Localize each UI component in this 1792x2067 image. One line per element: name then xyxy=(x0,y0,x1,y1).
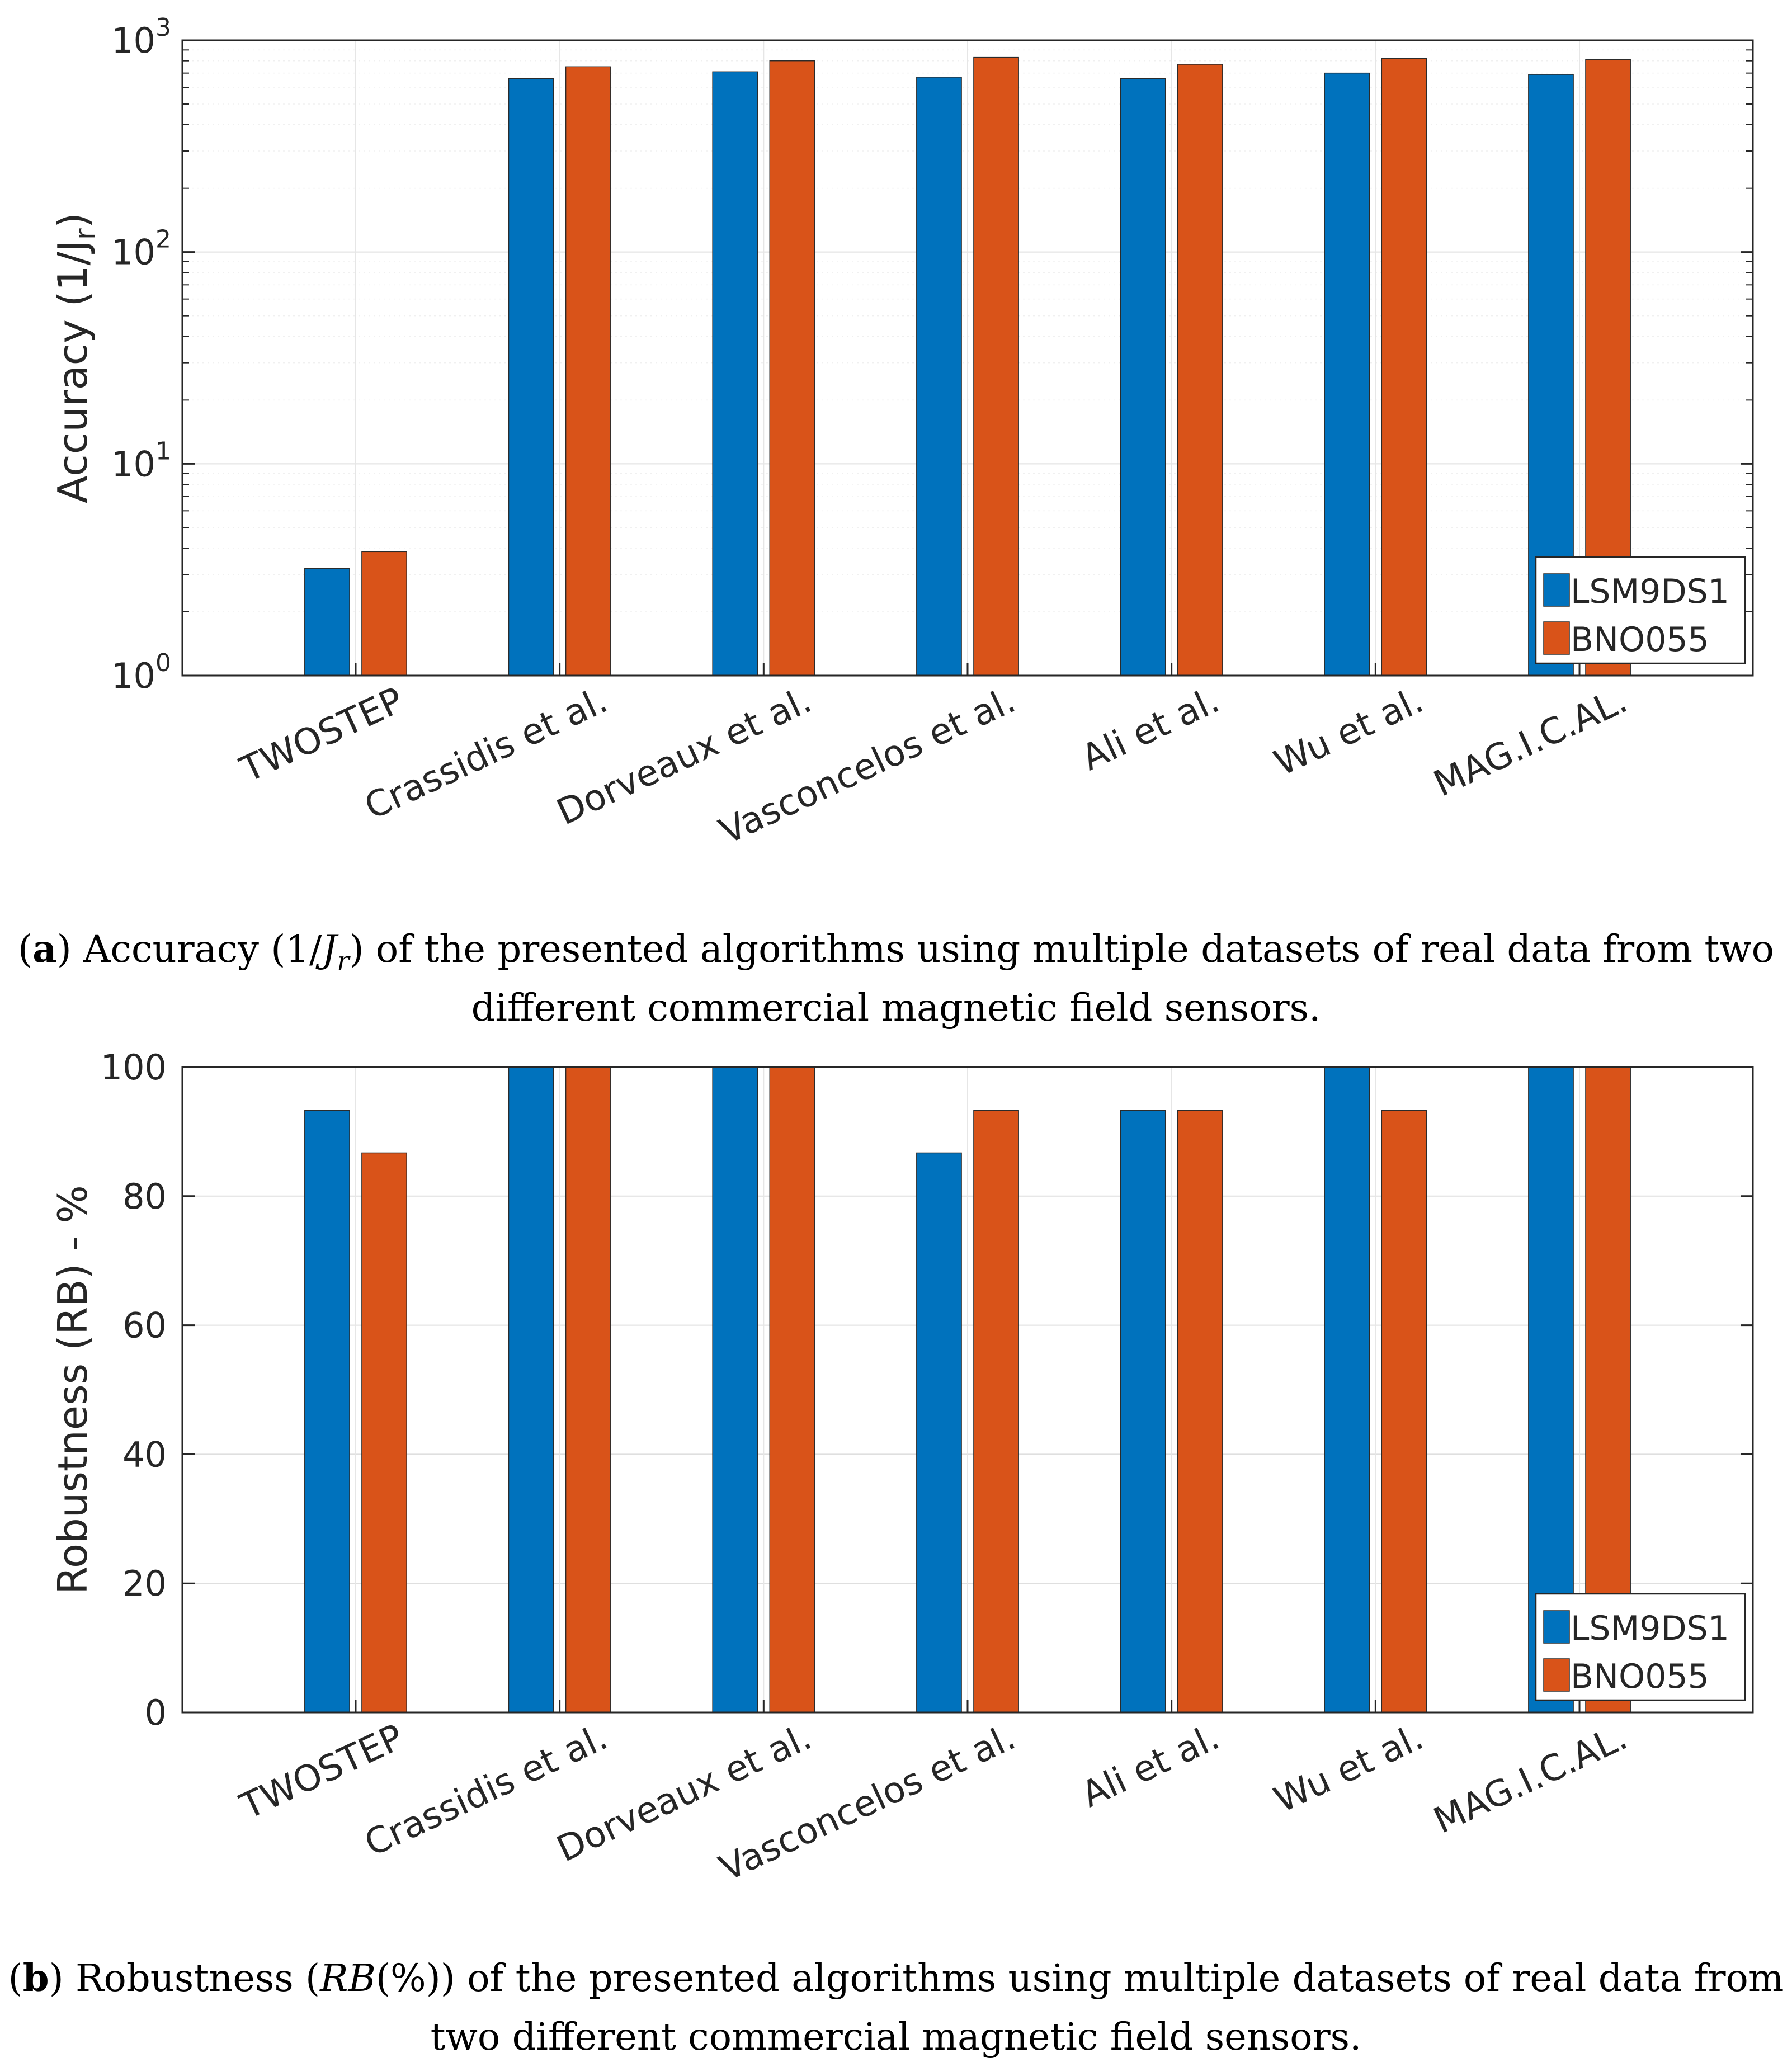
bar-lsm9ds1-1 xyxy=(508,1066,554,1713)
bar-lsm9ds1-2 xyxy=(712,71,758,676)
accuracy-legend: LSM9DS1 BNO055 xyxy=(1535,556,1746,664)
bar-lsm9ds1-3 xyxy=(916,77,962,676)
bar-lsm9ds1-4 xyxy=(1120,1110,1166,1713)
legend-box xyxy=(1535,556,1746,664)
caption-b-line-2: two different commercial magnetic field … xyxy=(431,2015,1362,2059)
y-tick-label: 60 xyxy=(122,1305,167,1346)
y-tick-label: 100 xyxy=(101,1047,167,1088)
bar-bno055-0 xyxy=(361,1152,407,1713)
y-tick-label: 0 xyxy=(145,1692,167,1733)
caption-b-line-1: (b) Robustness (RB(%)) of the presented … xyxy=(8,1956,1784,2000)
bar-bno055-4 xyxy=(1177,64,1223,676)
accuracy-gridlines xyxy=(182,40,1753,676)
legend-swatch-lsm9ds1 xyxy=(1543,1610,1570,1644)
legend-label-bno055: BNO055 xyxy=(1571,1657,1709,1696)
y-tick-label: 100 xyxy=(111,649,171,696)
robustness-y-ticks: 0 20 40 60 80 100 xyxy=(101,1047,1753,1733)
bar-bno055-3 xyxy=(973,1110,1019,1713)
y-tick-label: 40 xyxy=(122,1434,167,1475)
bar-lsm9ds1-0 xyxy=(304,568,350,676)
robustness-y-axis-title: Robustness (RB) - % xyxy=(49,1185,96,1594)
bar-lsm9ds1-5 xyxy=(1324,1066,1370,1713)
bar-lsm9ds1-3 xyxy=(916,1152,962,1713)
bar-lsm9ds1-2 xyxy=(712,1066,758,1713)
bar-lsm9ds1-0 xyxy=(304,1110,350,1713)
y-tick-label: 102 xyxy=(111,225,171,273)
bar-bno055-5 xyxy=(1381,1110,1427,1713)
bar-bno055-1 xyxy=(565,66,611,676)
legend-label-lsm9ds1: LSM9DS1 xyxy=(1571,572,1729,611)
y-tick-label: 103 xyxy=(111,13,171,61)
caption-a: (a) Accuracy (1/Jr) of the presented alg… xyxy=(18,927,1774,1030)
bar-bno055-3 xyxy=(973,56,1019,676)
bar-bno055-0 xyxy=(361,551,407,676)
bar-lsm9ds1-1 xyxy=(508,78,554,676)
legend-label-bno055: BNO055 xyxy=(1571,620,1709,659)
caption-a-line-2: different commercial magnetic field sens… xyxy=(471,986,1321,1030)
bar-lsm9ds1-5 xyxy=(1324,72,1370,676)
bar-bno055-2 xyxy=(769,1066,815,1713)
caption-a-line-1: (a) Accuracy (1/Jr) of the presented alg… xyxy=(18,927,1774,976)
y-tick-label: 20 xyxy=(122,1563,167,1604)
robustness-legend: LSM9DS1 BNO055 xyxy=(1535,1593,1746,1701)
legend-box xyxy=(1535,1593,1746,1701)
caption-b: (b) Robustness (RB(%)) of the presented … xyxy=(8,1956,1784,2059)
bar-bno055-4 xyxy=(1177,1110,1223,1713)
accuracy-y-ticks: 100 101 102 103 xyxy=(111,13,1753,696)
y-tick-label: 101 xyxy=(111,437,171,484)
robustness-bars xyxy=(304,1066,1631,1713)
accuracy-y-axis-title: Accuracy (1/Jr) xyxy=(49,213,101,503)
legend-swatch-bno055 xyxy=(1543,621,1570,655)
legend-label-lsm9ds1: LSM9DS1 xyxy=(1571,1609,1729,1648)
bar-lsm9ds1-4 xyxy=(1120,78,1166,676)
bar-bno055-5 xyxy=(1381,58,1427,676)
bar-bno055-2 xyxy=(769,60,815,676)
bar-bno055-1 xyxy=(565,1066,611,1713)
legend-swatch-bno055 xyxy=(1543,1658,1570,1692)
legend-swatch-lsm9ds1 xyxy=(1543,573,1570,607)
y-tick-label: 80 xyxy=(122,1176,167,1217)
